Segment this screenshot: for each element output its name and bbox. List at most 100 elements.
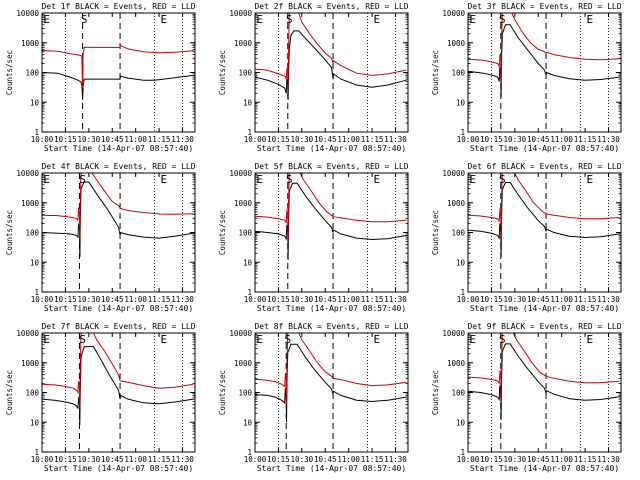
series-line-events [42, 346, 194, 426]
y-tick-label: 1000 [234, 359, 253, 368]
y-tick-label: 10000 [442, 169, 465, 178]
x-axis-label: Start Time (14-Apr-07 08:57:40) [257, 304, 406, 313]
plot-frame [467, 12, 622, 133]
x-tick-label: 11:00 [124, 455, 147, 464]
y-tick-label: 10 [30, 258, 40, 267]
x-tick-label: 10:45 [527, 455, 550, 464]
y-tick-label: 1 [34, 288, 39, 297]
y-tick-label: 100 [25, 229, 39, 238]
marker-label-e: E [160, 13, 167, 26]
x-tick-label: 11:00 [337, 295, 360, 304]
x-tick-label: 11:00 [550, 455, 573, 464]
x-axis-label: Start Time (14-Apr-07 08:57:40) [470, 464, 619, 473]
plot-frame [41, 172, 196, 293]
marker-label-e: E [43, 333, 50, 346]
series-group [255, 333, 407, 423]
y-tick-label: 100 [238, 69, 252, 78]
x-axis-label: Start Time (14-Apr-07 08:57:40) [44, 144, 193, 153]
y-tick-label: 100 [25, 69, 39, 78]
x-axis-label: Start Time (14-Apr-07 08:57:40) [44, 304, 193, 313]
x-tick-label: 10:30 [291, 455, 314, 464]
series-line-lld [42, 333, 194, 409]
series-group [468, 13, 620, 98]
panel-title: Det 6f BLACK = Events, RED = LLD [467, 162, 621, 171]
x-axis-label: Start Time (14-Apr-07 08:57:40) [257, 464, 406, 473]
x-tick-label: 10:00 [244, 135, 267, 144]
plot-frame [254, 12, 409, 133]
y-tick-label: 1 [460, 448, 465, 457]
marker-label-s: S [81, 13, 88, 26]
x-axis-label: Start Time (14-Apr-07 08:57:40) [257, 144, 406, 153]
y-tick-label: 1000 [234, 39, 253, 48]
x-tick-label: 11:30 [171, 455, 194, 464]
y-axis-label: Counts/sec [218, 210, 227, 255]
y-tick-label: 1000 [447, 39, 466, 48]
y-tick-label: 100 [238, 229, 252, 238]
x-tick-label: 10:45 [101, 455, 124, 464]
x-tick-label: 11:30 [597, 295, 620, 304]
y-tick-label: 1000 [21, 359, 40, 368]
y-tick-label: 10 [30, 98, 40, 107]
y-tick-label: 10000 [229, 329, 252, 338]
panel-title: Det 5f BLACK = Events, RED = LLD [254, 162, 408, 171]
marker-label-e: E [43, 13, 50, 26]
x-tick-label: 11:15 [361, 135, 384, 144]
y-axis-label: Counts/sec [5, 210, 14, 255]
marker-label-s: S [499, 333, 506, 346]
x-tick-label: 11:30 [171, 135, 194, 144]
marker-label-s: S [286, 173, 293, 186]
x-tick-label: 10:45 [101, 295, 124, 304]
y-tick-label: 10 [243, 98, 253, 107]
series-line-lld [255, 13, 407, 85]
series-group [42, 173, 194, 258]
series-line-events [42, 72, 194, 100]
y-axis-label: Counts/sec [431, 50, 440, 95]
y-tick-label: 10 [456, 98, 466, 107]
marker-label-e: E [586, 333, 593, 346]
y-axis-label: Counts/sec [431, 370, 440, 415]
x-tick-label: 10:30 [504, 455, 527, 464]
marker-label-s: S [79, 333, 86, 346]
marker-label-s: S [286, 13, 293, 26]
y-axis-label: Counts/sec [5, 370, 14, 415]
x-tick-label: 10:30 [291, 295, 314, 304]
series-line-lld [255, 173, 407, 242]
panel-title: Det 3f BLACK = Events, RED = LLD [467, 2, 621, 11]
x-tick-label: 11:30 [597, 135, 620, 144]
x-tick-label: 11:00 [550, 135, 573, 144]
y-tick-label: 10000 [442, 9, 465, 18]
marker-label-e: E [256, 173, 263, 186]
y-tick-label: 10000 [442, 329, 465, 338]
x-axis-label: Start Time (14-Apr-07 08:57:40) [44, 464, 193, 473]
series-line-lld [468, 13, 620, 85]
y-tick-label: 10 [30, 418, 40, 427]
x-tick-label: 10:15 [54, 135, 77, 144]
x-tick-label: 11:30 [384, 455, 407, 464]
x-tick-label: 11:00 [550, 295, 573, 304]
y-axis-label: Counts/sec [431, 210, 440, 255]
y-tick-label: 10 [243, 258, 253, 267]
plot-frame [467, 332, 622, 453]
x-tick-label: 10:15 [480, 295, 503, 304]
marker-label-s: S [499, 13, 506, 26]
panel-title: Det 2f BLACK = Events, RED = LLD [254, 2, 408, 11]
series-line-events [468, 24, 620, 98]
series-group [255, 173, 407, 260]
x-tick-label: 10:15 [480, 455, 503, 464]
marker-label-e: E [373, 333, 380, 346]
y-tick-label: 1000 [234, 199, 253, 208]
x-tick-label: 11:15 [361, 455, 384, 464]
series-line-lld [255, 333, 407, 405]
marker-label-e: E [469, 173, 476, 186]
series-line-events [255, 343, 407, 423]
x-tick-label: 11:30 [384, 135, 407, 144]
y-tick-label: 10 [456, 418, 466, 427]
x-tick-label: 11:30 [171, 295, 194, 304]
x-tick-label: 10:00 [457, 295, 480, 304]
series-line-events [255, 182, 407, 260]
